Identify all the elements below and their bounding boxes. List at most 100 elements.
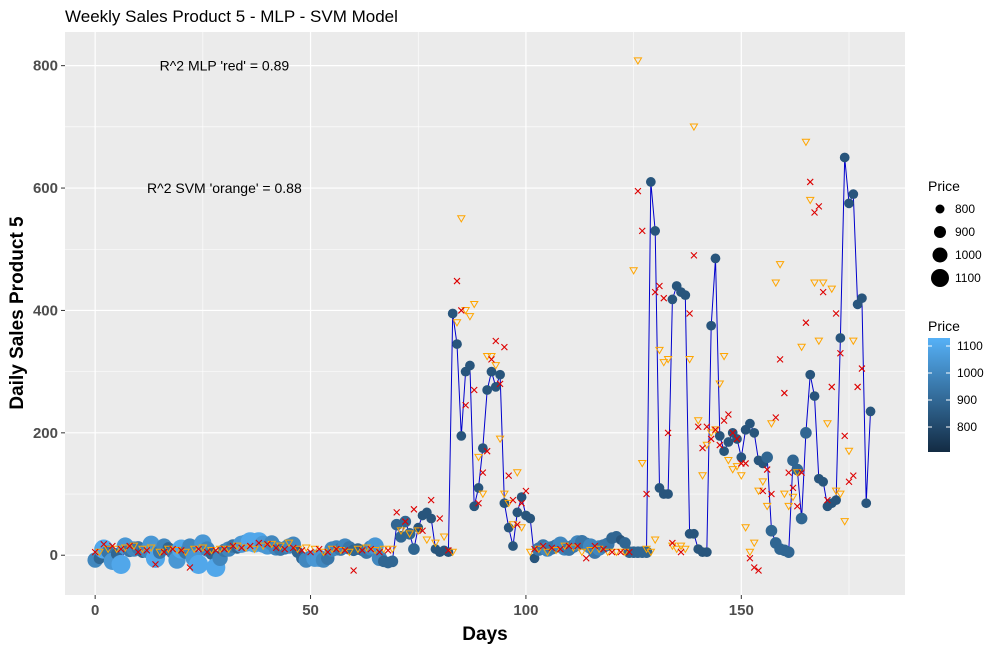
mlp-point bbox=[143, 546, 151, 554]
mlp-point bbox=[617, 548, 625, 556]
svm-point bbox=[474, 453, 484, 462]
svm-point bbox=[693, 417, 703, 425]
mlp-point bbox=[479, 469, 487, 476]
mlp-point bbox=[660, 294, 668, 302]
mlp-point bbox=[802, 319, 810, 327]
mlp-point bbox=[307, 548, 314, 556]
svm-point bbox=[478, 490, 488, 499]
mlp-point bbox=[332, 545, 340, 553]
actual-point bbox=[719, 446, 729, 457]
svm-point bbox=[827, 285, 837, 294]
actual-point bbox=[800, 427, 812, 439]
mlp-point bbox=[91, 548, 99, 556]
color-legend-label-900: 900 bbox=[957, 393, 977, 407]
size-legend-label-800: 800 bbox=[955, 202, 975, 216]
svm-point bbox=[198, 544, 208, 553]
mlp-point bbox=[668, 539, 676, 547]
svm-point bbox=[495, 435, 505, 444]
svm-point bbox=[499, 490, 509, 499]
mlp-point bbox=[755, 567, 762, 574]
mlp-point bbox=[720, 417, 728, 424]
mlp-point bbox=[315, 545, 323, 553]
svm-point bbox=[814, 337, 824, 346]
mlp-point bbox=[819, 288, 827, 296]
actual-point bbox=[714, 431, 725, 441]
mlp-point bbox=[746, 554, 754, 562]
svm-point bbox=[491, 362, 501, 370]
svm-point bbox=[293, 545, 303, 554]
actual-point bbox=[386, 555, 399, 568]
actual-point bbox=[857, 293, 867, 304]
actual-point bbox=[650, 226, 661, 236]
mlp-point bbox=[849, 472, 857, 480]
svm-point bbox=[633, 57, 643, 65]
mlp-point bbox=[419, 527, 426, 535]
mlp-point bbox=[703, 423, 711, 431]
mlp-point bbox=[742, 460, 750, 467]
mlp-point bbox=[806, 178, 814, 186]
mlp-point bbox=[858, 365, 866, 372]
svm-point bbox=[758, 478, 768, 487]
actual-point bbox=[835, 333, 846, 343]
mlp-point bbox=[690, 251, 698, 259]
mlp-point bbox=[776, 356, 784, 363]
mlp-point bbox=[531, 545, 538, 553]
mlp-point bbox=[427, 496, 435, 504]
mlp-point bbox=[677, 548, 685, 556]
svm-point bbox=[387, 545, 397, 554]
size-legend-title: Price bbox=[928, 178, 960, 194]
svm-point bbox=[771, 279, 781, 288]
svm-point bbox=[396, 527, 406, 535]
svm-point bbox=[629, 267, 639, 275]
mlp-point bbox=[733, 435, 741, 443]
mlp-point bbox=[100, 540, 108, 548]
svm-point bbox=[689, 123, 699, 132]
mlp-point bbox=[238, 544, 246, 552]
mlp-point bbox=[539, 542, 547, 550]
actual-point bbox=[452, 339, 462, 349]
svm-point bbox=[611, 548, 621, 557]
actual-point bbox=[706, 320, 717, 331]
actual-point bbox=[710, 253, 721, 264]
svm-point bbox=[788, 493, 798, 502]
svm-point bbox=[741, 524, 751, 532]
svm-point bbox=[577, 548, 587, 557]
mlp-point bbox=[483, 447, 491, 455]
actual-point bbox=[482, 385, 493, 395]
y-axis-title: Daily Sales Product 5 bbox=[7, 216, 28, 410]
actual-point bbox=[736, 452, 747, 463]
svm-point bbox=[512, 469, 522, 477]
mlp-point bbox=[108, 542, 116, 550]
actual-point bbox=[818, 476, 829, 487]
actual-point bbox=[701, 547, 712, 558]
mlp-point bbox=[651, 288, 659, 296]
x-axis-ticks: 0 50 100 150 bbox=[91, 595, 754, 619]
mlp-point bbox=[793, 502, 801, 510]
color-legend-bar bbox=[928, 338, 950, 452]
mlp-point bbox=[298, 546, 306, 554]
mlp-point bbox=[177, 546, 185, 554]
svm-point bbox=[284, 539, 294, 548]
actual-point bbox=[723, 437, 734, 447]
actual-point bbox=[366, 537, 384, 555]
actual-point bbox=[861, 498, 872, 509]
color-legend-label-800: 800 bbox=[957, 420, 977, 434]
svm-point bbox=[754, 487, 764, 496]
actual-point bbox=[443, 547, 454, 558]
x-axis-title: Days bbox=[462, 624, 507, 645]
mlp-point bbox=[186, 564, 194, 571]
mlp-point bbox=[824, 496, 831, 504]
actual-point bbox=[465, 360, 475, 371]
mlp-point bbox=[358, 546, 366, 554]
mlp-point bbox=[264, 540, 271, 548]
mlp-point bbox=[169, 545, 177, 553]
svm-point bbox=[723, 456, 733, 465]
y-axis-ticks: 0 200 400 600 800 bbox=[33, 58, 65, 564]
mlp-point bbox=[475, 499, 482, 507]
size-legend-label-900: 900 bbox=[955, 225, 975, 239]
actual-point bbox=[805, 369, 816, 380]
actual-point bbox=[473, 483, 484, 493]
svm-point bbox=[810, 279, 820, 288]
mlp-point bbox=[694, 423, 702, 431]
size-legend-key-900 bbox=[934, 226, 946, 238]
